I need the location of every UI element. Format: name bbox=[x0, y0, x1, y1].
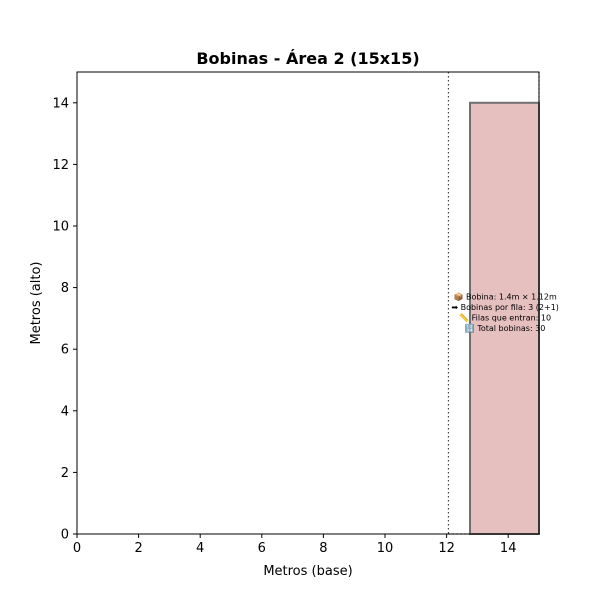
x-tick-label-14: 14 bbox=[500, 541, 517, 556]
bobina-rect bbox=[469, 101, 540, 536]
y-tick-label-10: 10 bbox=[52, 220, 69, 235]
y-axis-label: Metros (alto) bbox=[29, 261, 44, 344]
x-tick-label-0: 0 bbox=[73, 541, 81, 556]
plot-area: 0 2 4 6 8 10 12 14 0 2 4 6 8 10 12 14 📦 Bobina: 1.4m × 1… bbox=[52, 71, 559, 556]
x-tick-label-8: 8 bbox=[319, 541, 327, 556]
y-tick-label-0: 0 bbox=[61, 528, 69, 543]
y-tick-label-2: 2 bbox=[61, 466, 69, 481]
chart-title: Bobinas - Área 2 (15x15) bbox=[196, 49, 419, 68]
annotation-line-0: 📦 Bobina: 1.4m × 1.12m bbox=[453, 291, 557, 301]
x-tick-label-6: 6 bbox=[258, 541, 266, 556]
y-tick-label-8: 8 bbox=[61, 281, 69, 296]
y-tick-label-4: 4 bbox=[61, 404, 69, 419]
x-axis-label: Metros (base) bbox=[263, 564, 352, 579]
annotation-line-3: 🔢 Total bobinas: 30 bbox=[465, 323, 546, 333]
x-tick-label-2: 2 bbox=[134, 541, 142, 556]
x-tick-label-10: 10 bbox=[377, 541, 394, 556]
y-tick-label-12: 12 bbox=[52, 158, 69, 173]
y-tick-label-6: 6 bbox=[61, 343, 69, 358]
annotation-line-2: 📏 Filas que entran: 10 bbox=[459, 312, 551, 322]
x-tick-label-4: 4 bbox=[196, 541, 204, 556]
annotation-line-1: ➡ Bobinas por fila: 3 (2+1) bbox=[451, 303, 559, 312]
x-tick-label-12: 12 bbox=[438, 541, 455, 556]
axes-frame bbox=[76, 71, 540, 535]
y-tick-label-14: 14 bbox=[52, 96, 69, 111]
